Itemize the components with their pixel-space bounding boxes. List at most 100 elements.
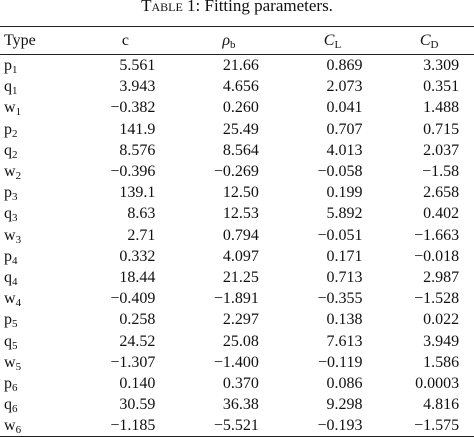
cell-rho-b: 21.25 [177, 267, 281, 288]
cell-rho-b: 2.297 [177, 309, 281, 330]
cell-c: 0.140 [74, 373, 178, 394]
table-caption: Table 1: Fitting parameters. [0, 0, 474, 17]
cell-type-symbol: w [4, 99, 16, 117]
cell-cl: −0.193 [281, 415, 385, 437]
cell-type: w2 [0, 161, 74, 182]
table-caption-separator: : [195, 0, 205, 15]
cell-type-subscript: 1 [15, 106, 22, 119]
table-row: q3 8.63 12.53 5.892 0.402 [0, 203, 474, 224]
cell-c-value: 8.576 [119, 141, 156, 159]
cell-cl: 0.086 [281, 373, 385, 394]
cell-rho-b-value: 0.260 [222, 99, 259, 117]
table-caption-text: Fitting parameters. [204, 0, 333, 15]
cell-cd-value: −1.58 [422, 163, 460, 181]
cell-cd-value: 0.351 [423, 78, 460, 96]
cell-type: p1 [0, 55, 74, 77]
cell-cl-value: 0.171 [326, 247, 363, 265]
cell-c-value: −0.409 [110, 290, 156, 308]
cell-cl: 0.869 [281, 55, 385, 77]
cell-cl-value: 0.086 [326, 374, 363, 392]
cell-rho-b: 25.08 [177, 330, 281, 351]
cell-type: q1 [0, 76, 74, 97]
cell-cd: 0.0003 [384, 373, 474, 394]
cell-cd-value: 3.949 [423, 332, 460, 350]
table-row: p1 5.561 21.66 0.869 3.309 [0, 55, 474, 77]
cell-type-symbol: q [4, 205, 12, 223]
cell-cd-value: 0.715 [423, 120, 460, 138]
cell-rho-b: 0.370 [177, 373, 281, 394]
cell-cd: 4.816 [384, 394, 474, 415]
table-row: p6 0.140 0.370 0.086 0.0003 [0, 373, 474, 394]
cell-rho-b-value: 0.794 [222, 226, 259, 244]
cell-type-symbol: p [4, 247, 12, 265]
cell-cl-value: 0.199 [326, 184, 363, 202]
cell-type: w3 [0, 225, 74, 246]
cell-cl: −0.051 [281, 225, 385, 246]
cell-rho-b: 12.53 [177, 203, 281, 224]
cell-type-subscript: 6 [15, 424, 22, 437]
cell-c: 139.1 [74, 182, 178, 203]
cell-c: −1.185 [74, 415, 178, 437]
cell-cl-value: 0.707 [326, 120, 363, 138]
cell-cd-value: −0.018 [414, 247, 460, 265]
cell-cd: 0.022 [384, 309, 474, 330]
cell-cd: 2.658 [384, 182, 474, 203]
cell-type-symbol: q [4, 268, 12, 286]
cell-rho-b: 4.097 [177, 246, 281, 267]
cell-c: 141.9 [74, 119, 178, 140]
header-c: c [121, 31, 129, 49]
cell-c-value: 0.140 [119, 374, 156, 392]
cell-type-symbol: w [4, 290, 16, 308]
cell-rho-b-value: 21.66 [222, 57, 259, 75]
cell-cd: 1.488 [384, 97, 474, 118]
cell-cl-value: −0.058 [317, 163, 363, 181]
cell-type-subscript: 3 [12, 212, 18, 225]
header-type: Type [4, 31, 36, 49]
cell-rho-b: −1.400 [177, 352, 281, 373]
cell-cd: −0.018 [384, 246, 474, 267]
cell-cd-value: 2.658 [423, 184, 460, 202]
cell-type-subscript: 4 [12, 275, 18, 288]
table-row: p5 0.258 2.297 0.138 0.022 [0, 309, 474, 330]
cell-type-subscript: 5 [12, 339, 18, 352]
cell-c: −0.396 [74, 161, 178, 182]
cell-cl: 5.892 [281, 203, 385, 224]
cell-rho-b: 36.38 [177, 394, 281, 415]
cell-cl-value: 0.138 [326, 311, 363, 329]
cell-rho-b-value: 21.25 [222, 268, 259, 286]
cell-type-subscript: 6 [12, 381, 18, 394]
cell-cl: 2.073 [281, 76, 385, 97]
cell-rho-b: 12.50 [177, 182, 281, 203]
cell-type: p4 [0, 246, 74, 267]
cell-c: 0.332 [74, 246, 178, 267]
cell-cl-value: −0.119 [318, 353, 363, 371]
cell-c: 18.44 [74, 267, 178, 288]
cell-cd: −1.528 [384, 288, 474, 309]
cell-rho-b: 0.794 [177, 225, 281, 246]
cell-type-subscript: 1 [12, 85, 18, 98]
table-row: p3 139.1 12.50 0.199 2.658 [0, 182, 474, 203]
table-row: p4 0.332 4.097 0.171 −0.018 [0, 246, 474, 267]
cell-type-subscript: 3 [15, 233, 22, 246]
cell-rho-b-value: 36.38 [222, 396, 259, 414]
cell-rho-b: 8.564 [177, 140, 281, 161]
cell-type-symbol: p [4, 374, 12, 392]
cell-c-value: 18.44 [119, 268, 156, 286]
header-cd-symbol: C [419, 31, 431, 49]
cell-cl-value: 7.613 [326, 332, 363, 350]
cell-c-value: 0.332 [119, 247, 156, 265]
cell-rho-b-value: 2.297 [222, 311, 259, 329]
cell-cd-value: −1.575 [414, 417, 460, 435]
cell-cl-value: 0.713 [326, 268, 363, 286]
cell-rho-b-value: 25.08 [222, 332, 259, 350]
cell-rho-b-value: 12.50 [222, 184, 259, 202]
cell-type: q5 [0, 330, 74, 352]
cell-type: q3 [0, 203, 74, 224]
table-row: q5 24.52 25.08 7.613 3.949 [0, 330, 474, 352]
fitting-parameters-table: Type c ρb CL CD p1 5.561 21.66 0.869 3.309 q1… [0, 26, 474, 437]
cell-type-subscript: 4 [15, 297, 22, 310]
cell-c-value: 141.9 [119, 120, 156, 138]
cell-rho-b-value: 4.097 [222, 247, 259, 265]
cell-cd: −1.575 [384, 415, 474, 437]
